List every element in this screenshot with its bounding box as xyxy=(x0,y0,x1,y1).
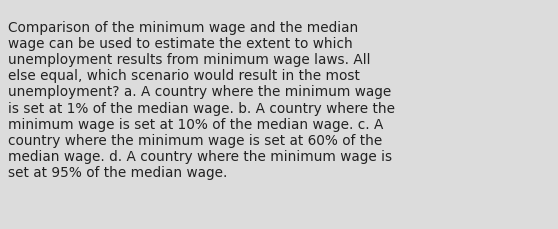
Text: Comparison of the minimum wage and the median wage can be used to estimate the e: Comparison of the minimum wage and the m… xyxy=(8,21,396,180)
